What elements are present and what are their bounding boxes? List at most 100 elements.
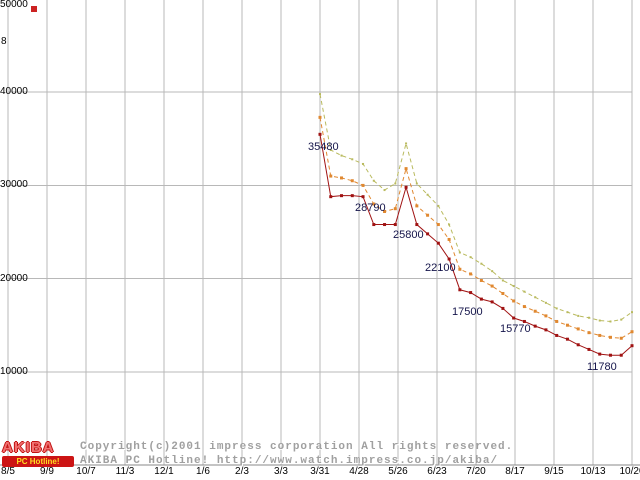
marker-average-price: [544, 314, 548, 318]
marker-lowest-price: [361, 195, 365, 199]
marker-average-price: [630, 330, 634, 334]
x-tick-label: 10/20: [619, 466, 640, 477]
y-tick-label: 20000: [0, 272, 28, 284]
x-tick-label: 8/17: [505, 466, 525, 477]
marker-lowest-price: [522, 319, 526, 323]
marker-highest-price: [405, 142, 408, 145]
marker-highest-price: [448, 223, 451, 226]
copyright-text: Copyright(c)2001 impress corporation All…: [80, 441, 514, 453]
marker-lowest-price: [393, 223, 397, 227]
x-tick-label: 10/7: [76, 466, 96, 477]
data-label: 25800: [393, 229, 424, 241]
marker-average-price: [598, 333, 602, 337]
y-tick-label: 10000: [0, 365, 28, 377]
marker-highest-price: [609, 320, 612, 323]
marker-average-price: [576, 327, 580, 331]
marker-average-price: [329, 174, 333, 178]
x-tick-label: 4/28: [349, 466, 369, 477]
marker-average-price: [340, 176, 344, 180]
marker-lowest-price: [436, 241, 440, 245]
akiba-logo-text: AKIBA: [2, 439, 55, 456]
marker-average-price: [447, 237, 451, 241]
marker-average-price: [361, 183, 365, 187]
marker-average-price: [458, 267, 462, 271]
marker-average-price: [555, 319, 559, 323]
marker-lowest-price: [630, 344, 634, 348]
marker-lowest-price: [404, 185, 408, 189]
data-label: 11780: [587, 361, 617, 373]
marker-lowest-price: [447, 257, 451, 261]
marker-lowest-price: [587, 347, 591, 351]
marker-lowest-price: [608, 353, 612, 357]
marker-highest-price: [372, 179, 375, 182]
x-tick-label: 2/3: [235, 466, 249, 477]
marker-highest-price: [437, 204, 440, 207]
marker-highest-price: [523, 290, 526, 293]
marker-lowest-price: [619, 353, 623, 357]
marker-lowest-price: [469, 291, 473, 295]
data-label: 35480: [308, 141, 339, 153]
marker-lowest-price: [512, 316, 516, 320]
akiba-logo-subtitle: PC Hotline!: [2, 456, 74, 467]
marker-lowest-price: [555, 333, 559, 337]
hotline-url-text: AKIBA PC Hotline! http://www.watch.impre…: [80, 455, 499, 467]
marker-average-price: [479, 278, 483, 282]
marker-highest-price: [383, 189, 386, 192]
marker-lowest-price: [372, 223, 376, 227]
marker-average-price: [501, 292, 505, 296]
marker-average-price: [415, 204, 419, 208]
marker-highest-price: [480, 262, 483, 265]
marker-average-price: [619, 336, 623, 340]
marker-average-price: [436, 223, 440, 227]
x-tick-label: 3/3: [274, 466, 288, 477]
marker-average-price: [469, 272, 473, 276]
marker-highest-price: [620, 318, 623, 321]
marker-average-price: [350, 179, 354, 183]
marker-highest-price: [577, 314, 580, 317]
marker-average-price: [587, 331, 591, 335]
partial-y-axis-label: 8: [1, 36, 7, 47]
marker-lowest-price: [501, 306, 505, 310]
series-line-lowest-price: [319, 134, 633, 356]
marker-average-price: [404, 167, 408, 171]
x-tick-label: 11/3: [115, 466, 135, 477]
marker-average-price: [393, 207, 397, 211]
marker-highest-price: [566, 311, 569, 314]
y-tick-label: 40000: [0, 86, 28, 98]
marker-highest-price: [415, 182, 418, 185]
marker-lowest-price: [533, 324, 537, 328]
marker-lowest-price: [415, 223, 419, 227]
marker-lowest-price: [544, 328, 548, 332]
data-label: 22100: [425, 262, 456, 274]
x-tick-label: 12/1: [154, 466, 174, 477]
y-tick-label: 50000: [0, 0, 28, 10]
marker-average-price: [522, 305, 526, 309]
marker-highest-price: [426, 193, 429, 196]
marker-lowest-price: [329, 195, 333, 199]
x-tick-label: 10/13: [580, 466, 606, 477]
data-label: 17500: [452, 306, 483, 318]
x-tick-label: 7/20: [466, 466, 486, 477]
marker-highest-price: [501, 279, 504, 282]
akiba-logo: AKIBA PC Hotline!: [2, 440, 76, 467]
x-tick-label: 6/23: [427, 466, 447, 477]
marker-highest-price: [598, 319, 601, 322]
marker-lowest-price: [598, 352, 602, 356]
x-tick-label: 1/6: [196, 466, 210, 477]
marker-lowest-price: [458, 288, 462, 292]
marker-lowest-price: [318, 132, 322, 136]
marker-highest-price: [534, 296, 537, 299]
marker-lowest-price: [340, 194, 344, 198]
x-tick-label: 9/15: [544, 466, 564, 477]
marker-average-price: [533, 309, 537, 313]
x-tick-label: 9/9: [40, 466, 54, 477]
marker-average-price: [490, 284, 494, 288]
marker-highest-price: [631, 311, 633, 314]
marker-average-price: [565, 323, 569, 327]
marker-highest-price: [469, 256, 472, 259]
x-tick-label: 3/31: [310, 466, 330, 477]
marker-average-price: [426, 213, 430, 217]
y-tick-label: 30000: [0, 179, 28, 191]
